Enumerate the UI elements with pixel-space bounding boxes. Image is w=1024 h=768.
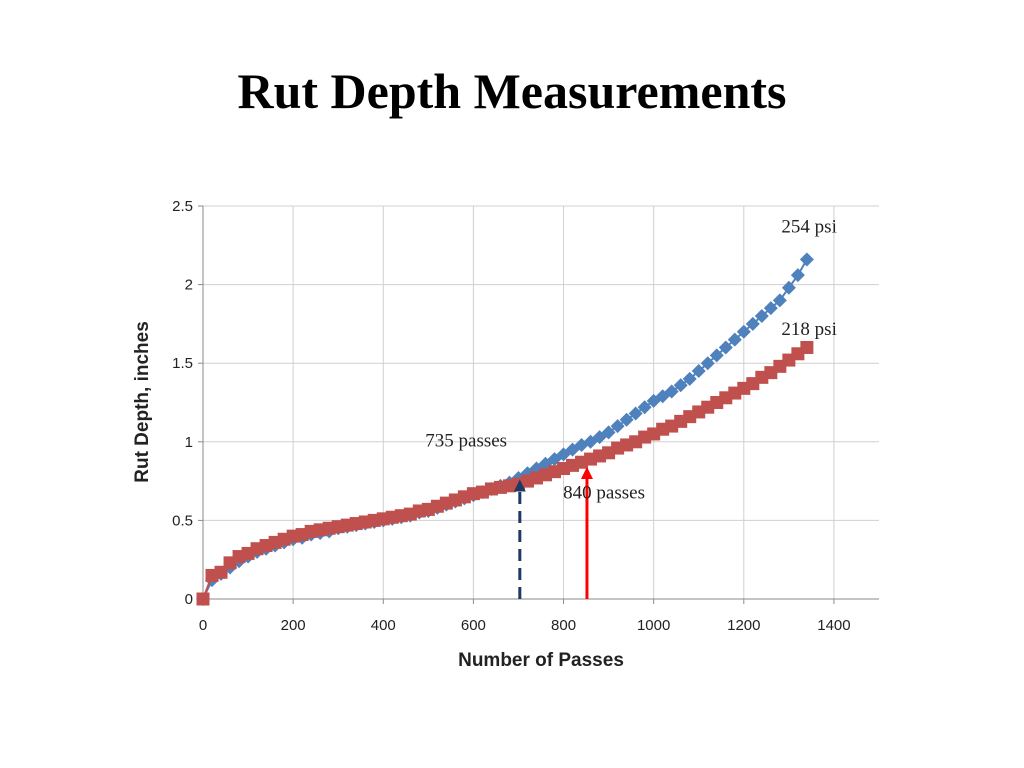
series-label: 254 psi [781, 217, 836, 238]
data-point-254-psi [718, 340, 733, 355]
y-tick-label: 2.5 [172, 198, 193, 215]
data-point-254-psi [637, 400, 652, 415]
data-point-254-psi [673, 378, 688, 393]
x-tick-labels: 0 200 400 600 800 1000 1200 1400 [199, 617, 851, 634]
slide-title: Rut Depth Measurements [237, 63, 787, 119]
data-point-254-psi [781, 280, 796, 295]
data-point-254-psi [763, 301, 778, 316]
x-tick-label: 200 [281, 617, 306, 634]
data-point-254-psi [619, 412, 634, 427]
data-point-254-psi [601, 425, 616, 440]
series-254-psi [196, 252, 814, 606]
series-218-psi [196, 340, 814, 606]
y-tick-label: 2 [185, 277, 193, 294]
data-series [196, 252, 814, 606]
x-tick-label: 1000 [637, 617, 670, 634]
y-tick-label: 1 [185, 434, 193, 451]
data-point-254-psi [700, 356, 715, 371]
x-tick-label: 800 [551, 617, 576, 634]
x-tick-label: 600 [461, 617, 486, 634]
data-point-254-psi [790, 268, 805, 283]
data-point-254-psi [799, 252, 814, 267]
y-tick-label: 0.5 [172, 512, 193, 529]
x-tick-label: 1200 [727, 617, 760, 634]
data-point-254-psi [628, 406, 643, 421]
data-point-254-psi [610, 419, 625, 434]
annotation-label: 840 passes [563, 482, 645, 503]
data-point-254-psi [736, 324, 751, 339]
annotation-label: 735 passes [425, 431, 507, 452]
data-point-254-psi [772, 293, 787, 308]
series-label: 218 psi [781, 319, 836, 340]
data-point-254-psi [709, 348, 724, 363]
data-point-254-psi [691, 364, 706, 379]
data-point-254-psi [754, 309, 769, 324]
y-tick-label: 1.5 [172, 355, 193, 372]
x-tick-label: 400 [371, 617, 396, 634]
y-tick-label: 0 [185, 591, 193, 608]
data-point-254-psi [682, 371, 697, 386]
data-point-254-psi [664, 384, 679, 399]
x-tick-label: 0 [199, 617, 207, 634]
data-point-218-psi [196, 592, 210, 606]
axes [198, 205, 879, 604]
data-point-254-psi [745, 316, 760, 331]
annotation-labels: 735 passes 840 passes 254 psi 218 psi [425, 217, 837, 504]
x-tick-label: 1400 [817, 617, 850, 634]
data-point-218-psi [800, 340, 814, 354]
x-axis-title: Number of Passes [458, 650, 624, 671]
y-axis-title: Rut Depth, inches [132, 321, 153, 483]
y-tick-labels: 0 0.5 1 1.5 2 2.5 [172, 198, 193, 608]
data-point-254-psi [727, 332, 742, 347]
annotation-arrows [513, 466, 593, 599]
